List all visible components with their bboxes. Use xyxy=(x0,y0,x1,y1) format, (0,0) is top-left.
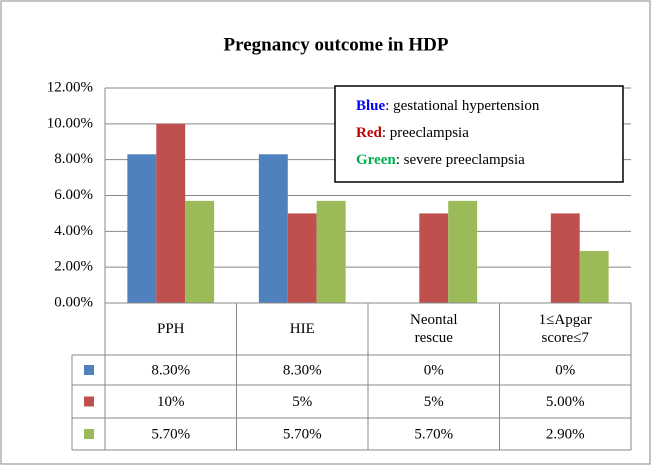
data-label: 5.00% xyxy=(546,394,585,410)
bar xyxy=(127,154,157,303)
x-tick-cell: HIE xyxy=(237,303,369,355)
x-tick-label-box: Neontal rescue xyxy=(368,303,500,355)
bar xyxy=(156,123,186,303)
data-label: 5.70% xyxy=(414,426,453,442)
x-tick-label: PPH xyxy=(156,321,185,337)
legend-box xyxy=(334,85,624,183)
x-tick-cell: PPH xyxy=(105,303,237,355)
legend-key: Green xyxy=(356,152,396,168)
x-tick-label: HIE xyxy=(289,321,315,337)
x-tick-label: Neontal rescue xyxy=(410,312,458,346)
data-label: 5.70% xyxy=(151,426,190,442)
y-tick-label: 8.00% xyxy=(54,151,93,167)
legend-key: Red xyxy=(356,125,382,141)
data-label: 8.30% xyxy=(151,362,190,378)
x-tick-label-box: HIE xyxy=(237,303,369,355)
legend-key: Blue xyxy=(356,98,386,114)
legend-entry: Green: severe preeclampsia xyxy=(356,152,525,168)
x-tick-label-box: PPH xyxy=(105,303,237,355)
x-tick-label: 1≤Apgar score≤7 xyxy=(538,312,592,346)
y-tick-label: 12.00% xyxy=(47,79,93,95)
data-label: 5% xyxy=(292,394,312,410)
legend-entry: Red: preeclampsia xyxy=(356,125,469,141)
y-tick-label: 10.00% xyxy=(47,115,93,131)
y-tick-label: 6.00% xyxy=(54,187,93,203)
x-tick-label-box: 1≤Apgar score≤7 xyxy=(500,303,632,355)
bar xyxy=(579,251,609,303)
legend-text: : preeclampsia xyxy=(382,125,469,141)
y-tick-label: 0.00% xyxy=(54,294,93,310)
x-tick-cell: Neontal rescue xyxy=(368,303,500,355)
data-label: 5% xyxy=(424,394,444,410)
legend-text: : gestational hypertension xyxy=(385,98,540,114)
chart-title: Pregnancy outcome in HDP xyxy=(224,34,449,55)
y-tick-label: 2.00% xyxy=(54,259,93,275)
bar xyxy=(287,213,317,303)
data-label: 10% xyxy=(157,394,185,410)
bar xyxy=(448,200,478,303)
legend-swatch xyxy=(84,396,94,407)
legend-text: : severe preeclampsia xyxy=(396,152,525,168)
bar xyxy=(258,154,288,303)
data-label: 0% xyxy=(555,362,575,378)
y-tick-label: 4.00% xyxy=(54,223,93,239)
data-label: 5.70% xyxy=(283,426,322,442)
data-label: 2.90% xyxy=(546,426,585,442)
bar xyxy=(419,213,449,303)
data-label: 0% xyxy=(424,362,444,378)
x-tick-cell: 1≤Apgar score≤7 xyxy=(500,303,632,355)
data-label: 8.30% xyxy=(283,362,322,378)
bar xyxy=(316,200,346,303)
legend-entry: Blue: gestational hypertension xyxy=(356,98,540,114)
bar xyxy=(185,200,215,303)
legend-swatch xyxy=(84,365,94,375)
legend-swatch xyxy=(84,429,94,439)
bar xyxy=(550,213,580,303)
